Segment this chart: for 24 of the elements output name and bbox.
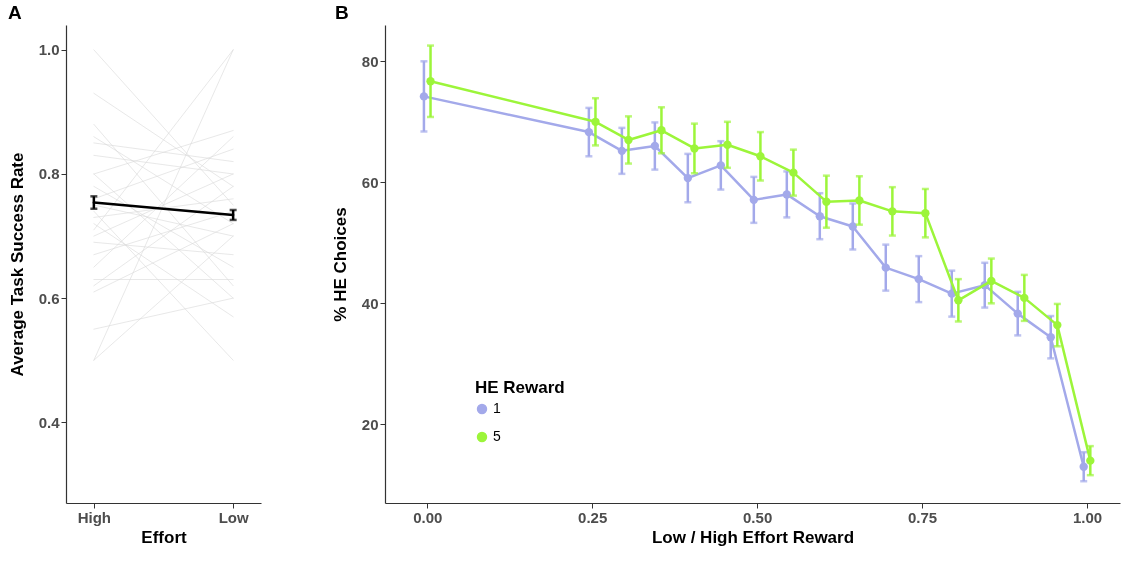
x-tick-label: 0.75: [907, 508, 938, 526]
y-tick-label: 80: [361, 52, 379, 70]
y-tick-label: 0.4: [38, 413, 61, 431]
legend-label: 5: [493, 428, 501, 444]
y-axis-title: % HE Choices: [330, 207, 350, 322]
x-tick-label: 1.00: [1072, 508, 1103, 526]
y-tick-label: 40: [361, 294, 379, 312]
y-axis-title: Average Task Success Rate: [7, 152, 27, 377]
y-tick-label: 0.6: [38, 289, 60, 307]
x-axis-title: Effort: [141, 527, 187, 547]
y-tick-label: 60: [361, 173, 379, 191]
x-tick-label: High: [77, 508, 112, 526]
x-tick-label: 0.50: [743, 508, 773, 526]
chart-title: B: [335, 2, 349, 23]
x-tick-label: Low: [218, 508, 249, 526]
legend-label: 1: [493, 400, 501, 416]
x-tick-label: 0.00: [413, 508, 443, 526]
chart-title: A: [8, 2, 22, 23]
legend-title: HE Reward: [475, 378, 565, 397]
x-axis-title: Low / High Effort Reward: [651, 527, 855, 547]
y-tick-label: 1.0: [38, 41, 60, 59]
x-tick-label: 0.25: [578, 508, 608, 526]
y-tick-label: 20: [361, 415, 379, 433]
y-tick-label: 0.8: [38, 165, 60, 183]
